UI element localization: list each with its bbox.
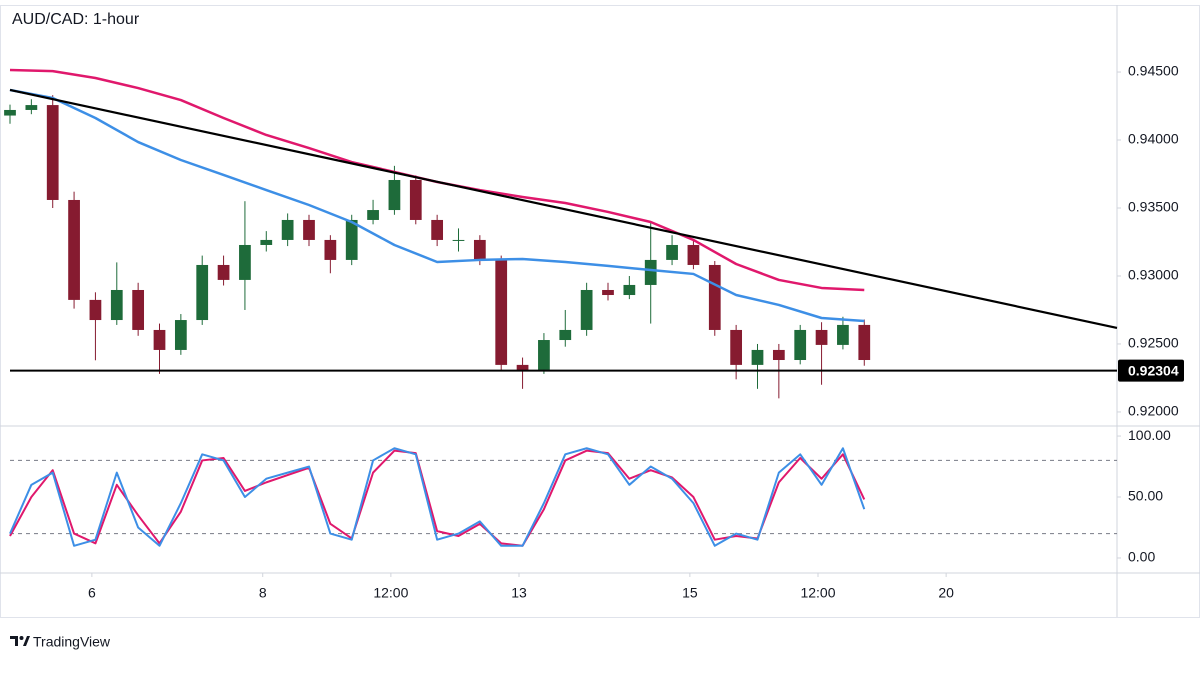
candle-body [602,289,614,296]
price-label-box [1118,359,1184,382]
chart-title: AUD/CAD: 1-hour [12,11,140,28]
candle-body [772,349,785,361]
x-tick-label: 13 [511,585,527,601]
candle-body [4,109,16,116]
candle-body [303,219,315,240]
candle-body [815,329,828,345]
stochastic-line [9,449,866,547]
candle-body [153,329,166,350]
candle-body [324,239,337,260]
x-tick-label: 12:00 [373,585,408,601]
candle-body [217,264,230,280]
moving-average [9,88,865,323]
candle-body [388,179,401,211]
candle-body [858,324,871,361]
candle-body [239,244,251,280]
y-tick-label: 0.93500 [1128,199,1179,215]
candle-body [174,320,187,350]
candle-body [837,324,849,345]
stochastic-line [9,447,866,547]
y-tick-label: 0.00 [1128,549,1155,565]
x-tick-label: 20 [938,585,954,601]
candle-body [367,210,379,220]
x-tick-label: 15 [682,585,698,601]
y-tick-label: 0.92000 [1128,403,1179,419]
candle-body [708,264,721,330]
y-tick-label: 50.00 [1128,488,1163,504]
candle-body [580,289,593,330]
y-tick-label: 0.92500 [1128,335,1179,351]
candle-body [495,259,508,365]
candle-body [89,299,102,321]
candle-body [431,219,444,240]
y-tick-label: 100.00 [1128,427,1171,443]
candle-body [538,340,550,370]
candle-body [196,264,209,321]
candle-body [110,289,123,321]
candle-body [409,179,422,220]
candle-body [516,364,529,370]
branding: TradingView [33,634,111,650]
x-tick-label: 6 [88,585,96,601]
candle-body [751,349,764,365]
candle-body [623,284,636,296]
candle-body [687,244,700,265]
tradingview-logo [10,636,30,646]
candle-body [345,219,358,260]
candle-body [46,105,59,200]
trendline [9,88,1118,329]
candle-body [730,329,743,365]
y-tick-label: 0.94000 [1128,131,1179,147]
candle-body [559,329,572,341]
candle-body [68,199,80,300]
candle-body [666,244,678,260]
candle-body [132,289,145,330]
candle-body [281,219,294,240]
candle-body [473,239,486,260]
candle-body [260,239,273,245]
price-label: 0.92304 [1128,362,1179,378]
y-tick-label: 0.94500 [1128,63,1179,79]
x-tick-label: 12:00 [800,585,835,601]
y-tick-label: 0.93000 [1128,267,1179,283]
candle-body [25,105,38,110]
candle-body [794,329,807,361]
candle-body [452,239,465,241]
candle-body [644,259,657,285]
x-tick-label: 8 [259,585,267,601]
